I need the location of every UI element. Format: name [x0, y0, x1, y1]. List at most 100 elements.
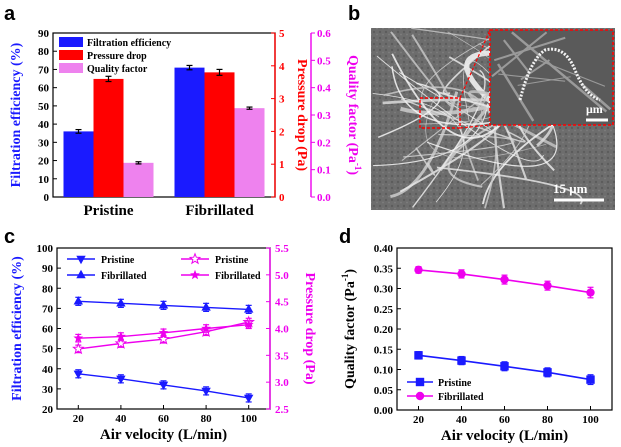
panel-c-legend-label-1: Fibrillated	[101, 271, 147, 282]
panel-d-legend-label-0: Pristine	[438, 378, 472, 389]
panel-c-series-3-point-0	[73, 333, 84, 343]
panel-d-legend-label-1: Fibrillated	[438, 392, 484, 403]
panel-d-x-tick-label: 60	[499, 414, 511, 426]
panel-a-bar-1-0	[93, 78, 124, 197]
panel-a-right1-axis-label: Pressure drop (Pa)	[294, 59, 309, 171]
panel-d-y-axis-label-end: )	[343, 269, 358, 274]
panel-a-right2-tick-label: 0.4	[317, 83, 331, 95]
panel-c-series-3-point-2	[158, 327, 169, 337]
panel-a-left-tick-label: 40	[38, 119, 50, 131]
panel-c-x-tick-label: 100	[240, 413, 257, 425]
panel-a-left-tick-label: 50	[38, 101, 50, 113]
panel-b-fiber	[400, 98, 526, 143]
panel-a-right1-tick-label: 3	[279, 94, 285, 106]
panel-d-legend-marker-0	[415, 377, 425, 387]
panel-c-left-tick-label: 70	[42, 303, 54, 315]
panel-a-category-label: Pristine	[84, 203, 134, 219]
panel-b-letter: b	[348, 3, 360, 25]
panel-d-y-tick-label: 0.00	[374, 405, 394, 417]
panel-b-inset-fibril	[518, 47, 601, 102]
panel-c-left-tick-label: 30	[42, 384, 54, 396]
panel-d-y-tick-label: 0.15	[374, 344, 394, 356]
panel-b-fiber	[403, 133, 515, 158]
panel-c-series-0-point-0	[73, 370, 83, 379]
panel-a-letter: a	[4, 3, 16, 25]
panel-c-series-2-point-1	[114, 336, 128, 349]
panel-a-legend-swatch-1	[59, 50, 83, 60]
panel-b-fiber	[412, 69, 486, 208]
panel-c-series-0-point-2	[158, 381, 169, 391]
panel-d-x-tick-label: 80	[542, 414, 554, 426]
panel-b-fiber	[390, 91, 459, 199]
panel-a-right1-tick-label: 5	[279, 28, 285, 40]
panel-b-inset-fiber	[491, 31, 548, 78]
panel-d-series-1-point-4	[586, 288, 595, 297]
panel-c-legend-marker-3	[190, 269, 200, 280]
panel-c-series-1-point-4	[244, 304, 254, 313]
panel-c-series-0-point-4	[244, 394, 254, 404]
panel-c-right-tick-label: 2.5	[275, 404, 289, 416]
panel-c-series-1-point-0	[73, 296, 83, 305]
panel-a-bar-0-1	[174, 67, 205, 197]
panel-c-series-2-point-0	[72, 342, 85, 355]
panel-d-y-axis-label-sup: -1	[340, 273, 350, 281]
panel-d-y-axis-label-main: Quality factor (Pa	[343, 281, 358, 389]
panel-a-bar-2-1	[234, 108, 265, 197]
panel-b-sem-image: b μm 15 μm	[348, 3, 615, 210]
panel-c-x-tick-label: 40	[115, 413, 127, 425]
panel-c-series-1-point-1	[116, 298, 126, 307]
panel-d-series-0-point-1	[457, 356, 466, 365]
panel-a-right2-tick-label: 0.2	[317, 137, 331, 149]
panel-d-y-tick-label: 0.40	[374, 243, 394, 255]
panel-d-series-1-point-2	[500, 275, 509, 284]
panel-c-x-tick-label: 60	[158, 413, 170, 425]
panel-c-letter: c	[4, 226, 15, 248]
panel-a-left-tick-label: 20	[38, 156, 50, 168]
panel-c-left-tick-label: 60	[42, 324, 54, 336]
panel-a-right2-tick-label: 0.0	[317, 192, 331, 204]
panel-c-series-2-point-2	[157, 332, 170, 345]
panel-a-right1-tick-label: 1	[279, 159, 285, 171]
panel-a-legend-swatch-0	[59, 37, 83, 47]
panel-b-fiber	[426, 117, 558, 167]
panel-c-right-tick-label: 4.0	[275, 324, 289, 336]
panel-c-left-tick-label: 50	[42, 344, 54, 356]
panel-a-category-label: Fibrillated	[185, 203, 254, 219]
panel-b-inset-fiber	[497, 63, 535, 122]
panel-c-right-tick-label: 3.0	[275, 377, 289, 389]
panel-d-y-axis-label: Quality factor (Pa-1)	[340, 269, 358, 389]
panel-a-right2-tick-label: 0.3	[317, 110, 331, 122]
panel-a-bar-2-0	[123, 162, 154, 197]
panel-a-left-axis-label: Filtration efficiency (%)	[9, 42, 24, 187]
panel-a-right2-axis-label-sup: -1	[353, 163, 363, 171]
panel-c-legend-label-2: Pristine	[215, 255, 249, 266]
panel-b-zoom-connector-top	[459, 29, 491, 99]
panel-d-y-tick-label: 0.30	[374, 284, 394, 296]
panel-c-x-tick-label: 80	[201, 413, 213, 425]
panel-a-legend-swatch-2	[59, 63, 83, 73]
panel-b-fiber	[373, 103, 489, 167]
panel-c-legend-label-3: Fibrillated	[215, 271, 261, 282]
panel-b-fiber	[390, 31, 454, 108]
panel-c-legend-marker-1	[76, 269, 86, 279]
panel-c-right-tick-label: 4.5	[275, 297, 289, 309]
panel-a-left-tick-label: 70	[38, 64, 50, 76]
panel-d-y-tick-label: 0.35	[374, 263, 394, 275]
panel-d-letter: d	[339, 226, 351, 248]
panel-d-y-tick-label: 0.05	[374, 385, 394, 397]
panel-a-right1-tick-label: 2	[279, 126, 285, 138]
panel-d-series-0-point-4	[586, 375, 595, 384]
panel-c-right-tick-label: 5.5	[275, 243, 289, 255]
panel-c-series-0-point-3	[201, 387, 211, 397]
panel-a-bar-0-0	[63, 131, 94, 197]
panel-a-left-tick-label: 60	[38, 83, 50, 95]
panel-b-inset-fibers	[491, 31, 612, 122]
panel-b-inset-fiber	[511, 31, 608, 113]
panel-c-left-axis-label: Filtration efficiency (%)	[10, 256, 25, 401]
panel-c-left-tick-label: 40	[42, 364, 54, 376]
panel-b-inset-scale-label: μm	[586, 102, 603, 116]
panel-c-right-tick-label: 5.0	[275, 270, 289, 282]
panel-a-left-tick-label: 30	[38, 137, 50, 149]
